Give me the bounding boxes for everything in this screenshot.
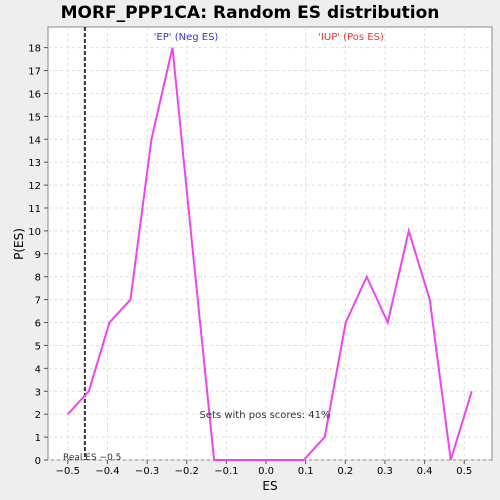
y-tick-label: 9 (35, 250, 41, 261)
x-tick-label: −0.3 (135, 466, 159, 477)
real-es-label: Real ES −0.5 (63, 453, 121, 463)
y-tick-label: 11 (28, 204, 41, 215)
pos-scores-label: Sets with pos scores: 41% (200, 410, 331, 421)
y-tick-label: 7 (35, 296, 41, 307)
x-tick-label: 0.0 (258, 466, 274, 477)
y-tick-label: 18 (28, 44, 41, 55)
plot-area (47, 26, 493, 461)
x-axis: −0.5 −0.4 −0.3 −0.2 −0.1 0.0 0.1 0.2 0.3 0.4 0.5 (56, 460, 472, 477)
y-tick-label: 5 (35, 341, 41, 352)
y-tick-label: 17 (28, 67, 41, 78)
y-tick-label: 14 (28, 135, 41, 146)
y-tick-label: 10 (28, 227, 41, 238)
y-tick-label: 12 (28, 181, 41, 192)
y-tick-label: 15 (28, 112, 41, 123)
y-tick-label: 1 (35, 433, 41, 444)
x-tick-label: 0.1 (298, 466, 314, 477)
iup-label: 'IUP' (Pos ES) (318, 32, 384, 43)
series-line (67, 47, 473, 461)
y-tick-label: 4 (35, 364, 41, 375)
chart-title: MORF_PPP1CA: Random ES distribution (61, 3, 440, 23)
x-tick-label: −0.5 (56, 466, 80, 477)
series-group (67, 47, 473, 461)
y-tick-label: 13 (28, 158, 41, 169)
y-tick-label: 16 (28, 89, 41, 100)
grid (48, 27, 492, 461)
ep-label: 'EP' (Neg ES) (154, 32, 219, 43)
x-tick-label: 0.3 (377, 466, 393, 477)
x-tick-label: −0.2 (175, 466, 199, 477)
x-tick-label: 0.5 (456, 466, 472, 477)
x-tick-label: −0.1 (214, 466, 238, 477)
y-tick-label: 6 (35, 319, 41, 330)
x-tick-label: 0.2 (337, 466, 353, 477)
y-tick-label: 8 (35, 273, 41, 284)
y-tick-label: 3 (35, 387, 41, 398)
y-tick-label: 2 (35, 410, 41, 421)
y-axis-label: P(ES) (12, 228, 26, 260)
x-axis-label: ES (262, 479, 277, 493)
y-tick-label: 0 (35, 456, 41, 467)
x-tick-label: 0.4 (417, 466, 433, 477)
x-tick-label: −0.4 (95, 466, 119, 477)
